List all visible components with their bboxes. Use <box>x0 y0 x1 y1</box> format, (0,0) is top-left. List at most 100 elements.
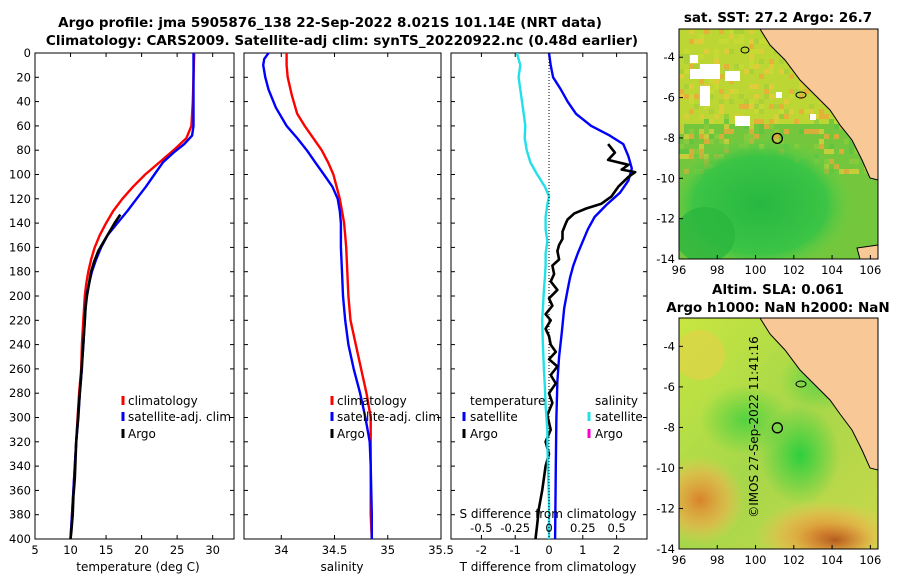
y-tick-label: 160 <box>9 240 31 254</box>
t-difference-axis-label: T difference from climatology <box>459 560 637 574</box>
lat-tick-label: -14 <box>656 252 675 266</box>
lon-tick-label: 104 <box>821 263 843 277</box>
y-tick-label: 340 <box>9 459 31 473</box>
y-tick-label: 240 <box>9 338 31 352</box>
legend-climatology-label: climatology <box>337 394 407 408</box>
lat-tick-label: -4 <box>664 50 675 64</box>
difference-panel: -2 -1 0 1 2 T difference from climatology S … <box>450 52 648 574</box>
s-difference-ticks: -0.5 -0.25 0 0.25 0.5 <box>470 521 626 535</box>
series-line-satellite-adj-clim <box>262 53 373 539</box>
s-difference-axis-label: S difference from climatology <box>460 507 637 521</box>
legend-salinity-satellite-label: satellite <box>595 410 643 424</box>
series-line-argo <box>69 213 122 539</box>
y-tick-label: 200 <box>9 289 31 303</box>
sst-island <box>795 91 807 99</box>
lat-tick-label: -10 <box>656 461 675 475</box>
sst-lon-ticks: 96 98 100 102 104 106 <box>672 255 881 277</box>
lon-tick-label: 96 <box>672 553 687 567</box>
sst-float-marker <box>771 132 784 145</box>
lat-tick-label: -8 <box>664 131 675 145</box>
x-tick-label: -2 <box>476 543 487 557</box>
x-tick-label: -1 <box>509 543 520 557</box>
lat-tick-label: -4 <box>664 339 675 353</box>
y-tick-label: 260 <box>9 362 31 376</box>
temperature-axis-label: temperature (deg C) <box>76 560 199 574</box>
series-line-salinity-satellite <box>515 53 551 539</box>
s-tick-label: 0 <box>545 521 552 535</box>
lon-tick-label: 104 <box>821 553 843 567</box>
sst-land-sumatra <box>759 29 878 181</box>
sst-cool-patch-west <box>679 207 735 259</box>
x-tick-label: 15 <box>99 543 114 557</box>
difference-axis-ticks: -2 -1 0 1 2 <box>451 52 647 557</box>
legend-salinity-title: salinity <box>595 394 638 408</box>
sla-island <box>795 380 807 388</box>
legend-temperature-satellite-label: satellite <box>470 410 518 424</box>
depth-axis-ticks: 0 20 40 60 80 100 120 140 160 180 200 220 240 260 280 3… <box>9 46 39 546</box>
y-tick-label: 320 <box>9 435 31 449</box>
lat-tick-label: -10 <box>656 171 675 185</box>
lat-tick-label: -14 <box>656 542 675 556</box>
s-tick-label: 0.25 <box>570 521 596 535</box>
x-tick-label: 35 <box>380 543 395 557</box>
sla-lat-ticks: -4 -6 -8 -10 -12 -14 <box>656 339 683 556</box>
salinity-lines <box>262 53 373 539</box>
legend-satellite-label: satellite-adj. clim <box>128 410 231 424</box>
legend-climatology-label: climatology <box>128 394 198 408</box>
sla-float-marker <box>771 422 784 434</box>
y-tick-label: 0 <box>24 46 31 60</box>
title-line-2: Climatology: CARS2009. Satellite-adj cli… <box>46 33 638 49</box>
lon-tick-label: 100 <box>745 263 767 277</box>
sla-map-title-line-2: Argo h1000: NaN h2000: NaN <box>666 300 889 316</box>
y-tick-label: 140 <box>9 216 31 230</box>
s-tick-label: -0.5 <box>470 521 492 535</box>
salinity-axis-label: salinity <box>320 560 363 574</box>
y-tick-label: 280 <box>9 386 31 400</box>
imos-watermark: ©IMOS 27-Sep-2022 11:41:16 <box>747 336 761 518</box>
lon-tick-label: 100 <box>745 553 767 567</box>
x-tick-label: 20 <box>134 543 149 557</box>
x-tick-label: 25 <box>170 543 185 557</box>
legend-satellite-label: satellite-adj. clim <box>337 410 440 424</box>
y-tick-label: 60 <box>16 119 31 133</box>
sst-map: sat. SST: 27.2 Argo: 26.7 9 <box>656 10 881 277</box>
temperature-panel: 0 20 40 60 80 100 120 140 160 180 200 220 240 260 280 3… <box>9 46 235 574</box>
sla-lon-ticks: 96 98 100 102 104 106 <box>672 545 881 567</box>
lat-tick-label: -12 <box>656 212 675 226</box>
y-tick-label: 360 <box>9 483 31 497</box>
temperature-axis-ticks: 5 10 15 20 25 30 <box>31 52 234 557</box>
y-tick-label: 40 <box>16 95 31 109</box>
sst-map-field <box>679 29 878 259</box>
sla-map: Altim. SLA: 0.061 Argo h1000: NaN h2000:… <box>656 282 890 567</box>
lon-tick-label: 96 <box>672 263 687 277</box>
lon-tick-label: 102 <box>783 553 805 567</box>
lat-tick-label: -6 <box>664 380 675 394</box>
sst-cloud-gaps <box>690 55 816 126</box>
sst-map-frame <box>678 28 879 260</box>
series-line-temperature-argo <box>534 143 637 539</box>
x-tick-label: 5 <box>31 543 38 557</box>
y-tick-label: 380 <box>9 508 31 522</box>
x-tick-label: 30 <box>205 543 220 557</box>
sla-orange-patch-west <box>679 455 745 545</box>
s-tick-label: 0.5 <box>607 521 625 535</box>
y-tick-label: 220 <box>9 313 31 327</box>
legend-argo-label: Argo <box>337 427 365 441</box>
series-line-climatology <box>285 53 373 539</box>
y-tick-label: 20 <box>16 70 31 84</box>
lat-tick-label: -12 <box>656 501 675 515</box>
lon-tick-label: 106 <box>859 553 881 567</box>
x-tick-label: 35.5 <box>428 543 454 557</box>
lon-tick-label: 102 <box>783 263 805 277</box>
lat-tick-label: -6 <box>664 91 675 105</box>
lon-tick-label: 98 <box>710 263 725 277</box>
sla-green-patch-2 <box>700 385 790 455</box>
sla-map-field <box>679 318 878 549</box>
temperature-legend: climatology satellite-adj. clim Argo <box>121 394 231 441</box>
x-tick-label: 34 <box>274 543 289 557</box>
sla-yellow-patch <box>679 330 725 380</box>
s-tick-label: -0.25 <box>500 521 530 535</box>
x-tick-label: 0 <box>545 543 552 557</box>
y-tick-label: 400 <box>9 532 31 546</box>
